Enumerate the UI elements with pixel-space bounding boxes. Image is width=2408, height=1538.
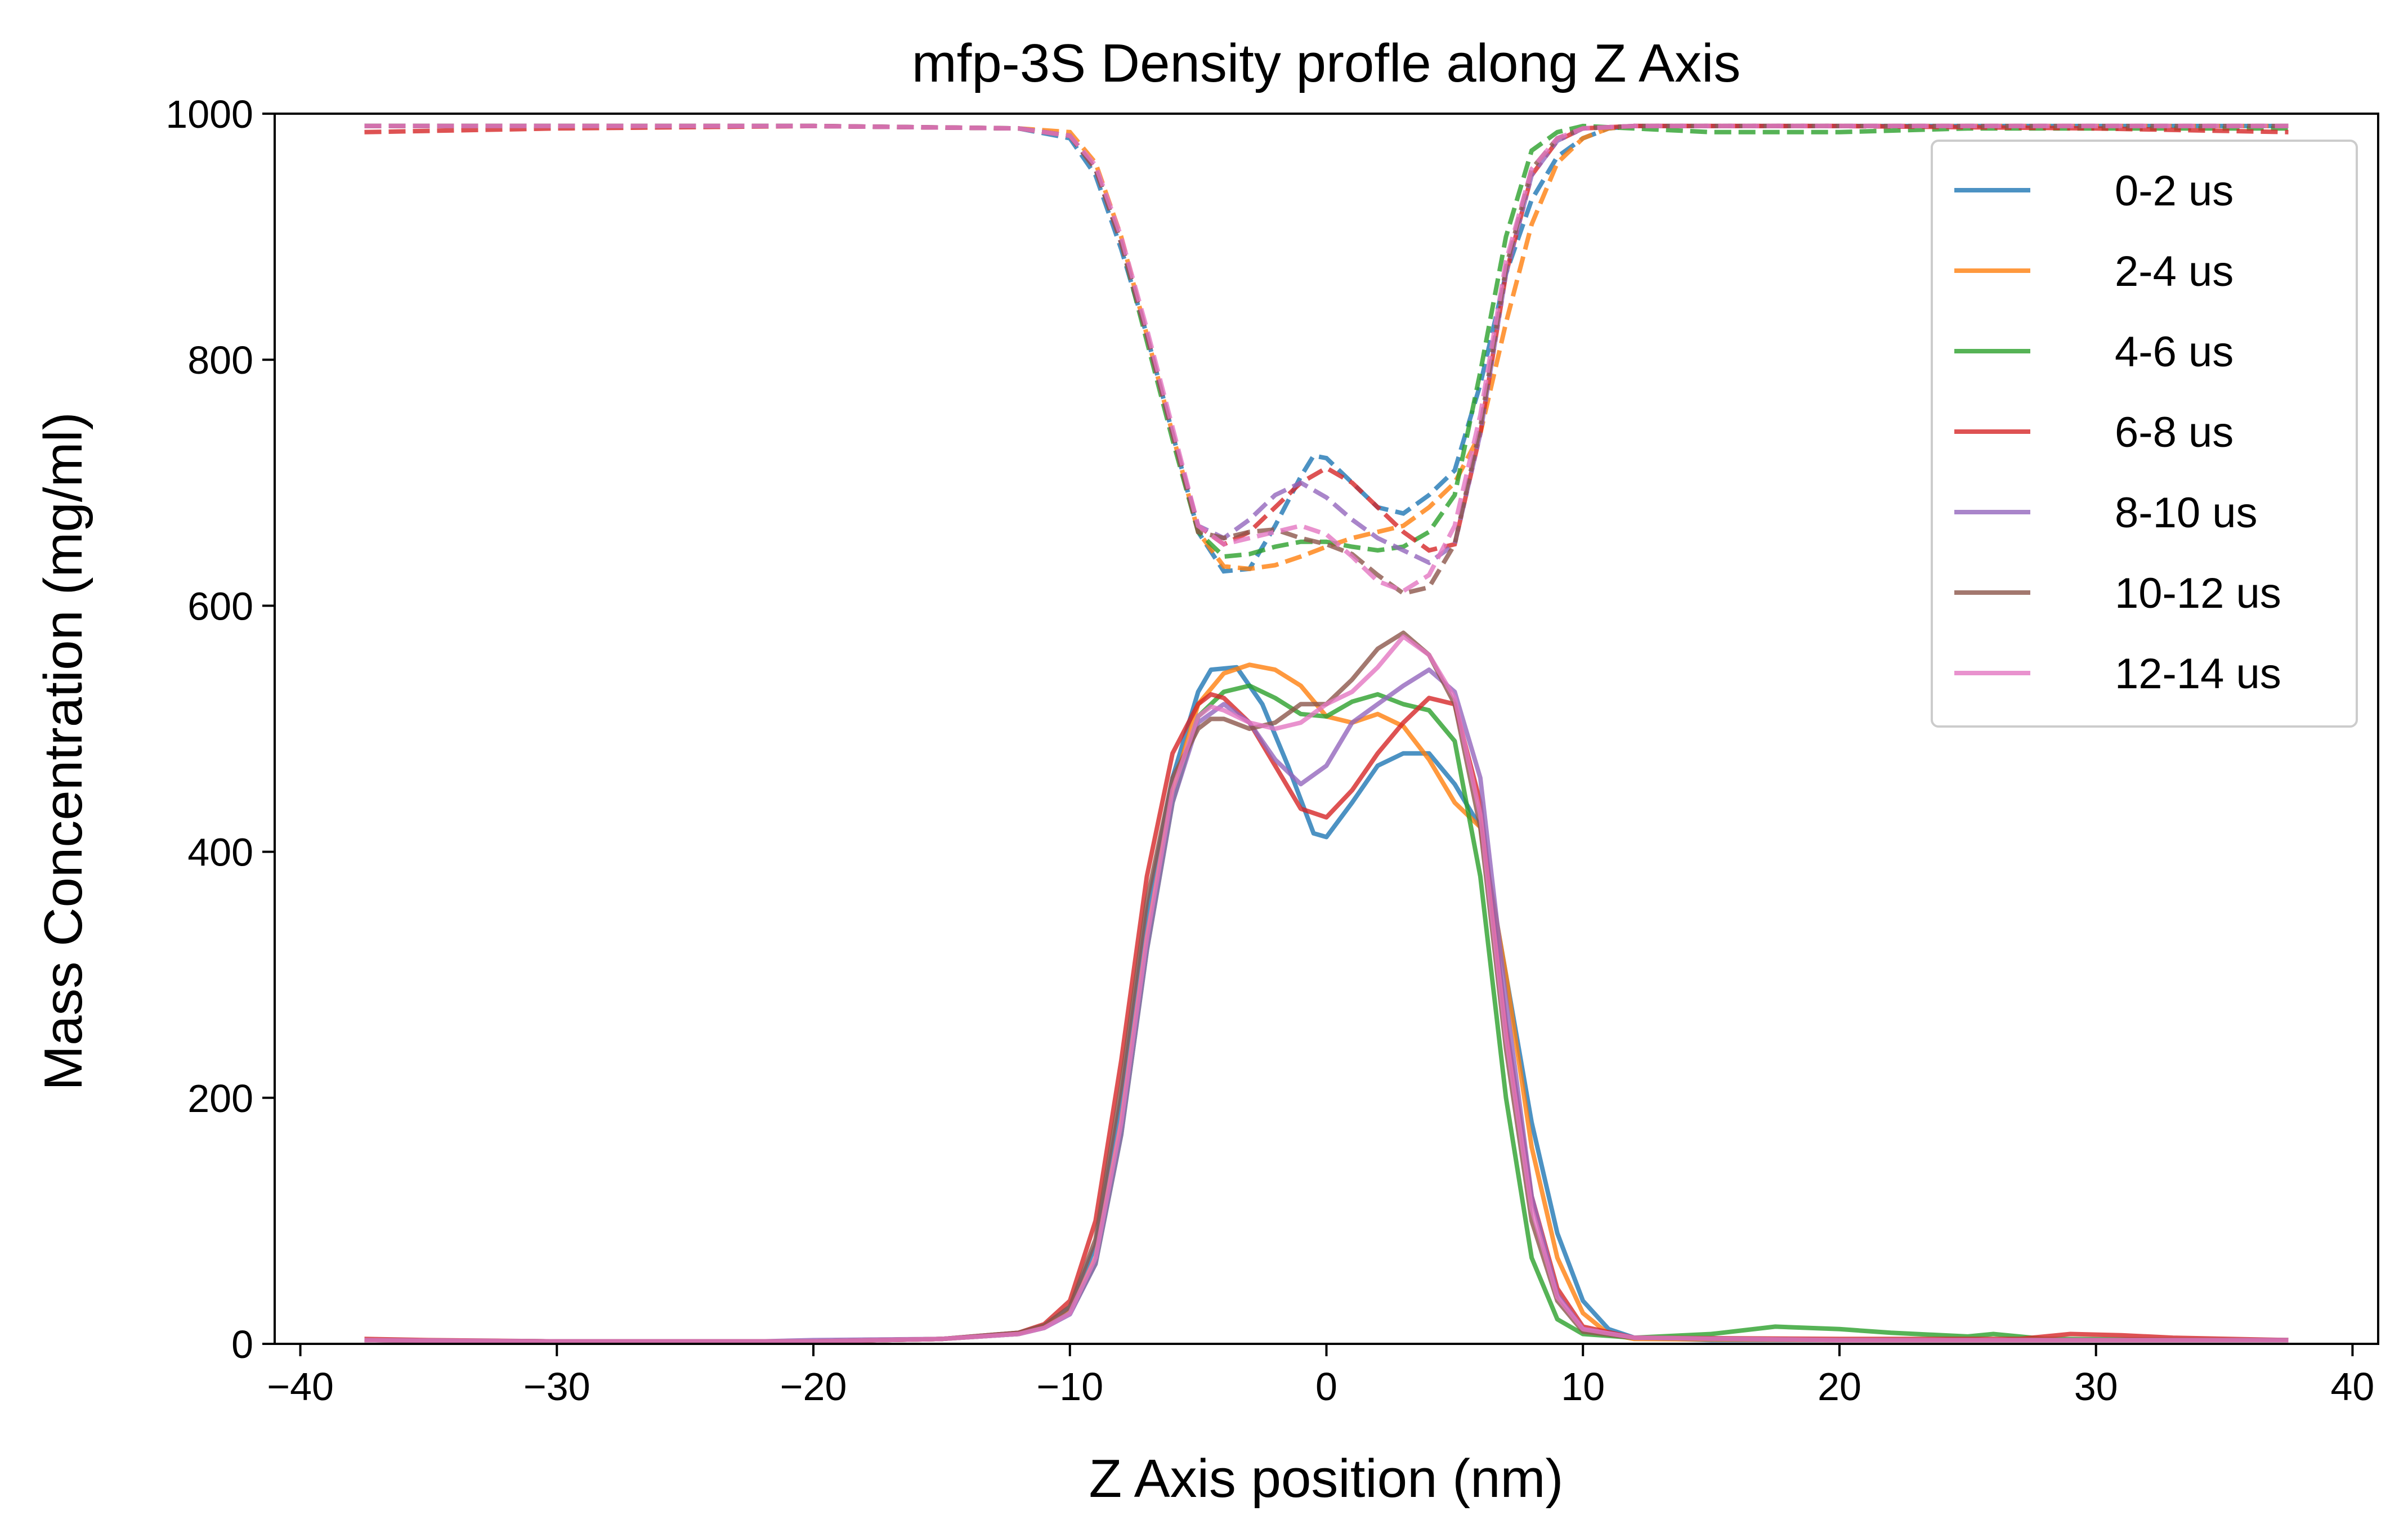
series-layer <box>364 123 2289 1344</box>
x-tick-label: 10 <box>1561 1365 1605 1409</box>
legend-label: 12-14 us <box>2115 650 2281 698</box>
legend-box <box>1931 140 2358 728</box>
chart-title: mfp-3S Density profle along Z Axis <box>912 33 1741 93</box>
y-axis-label: Mass Concentration (mg/ml) <box>33 412 93 1091</box>
x-tick-label: −30 <box>523 1365 590 1409</box>
y-tick-label: 0 <box>231 1322 253 1366</box>
x-tick-label: 30 <box>2074 1365 2118 1409</box>
series-4-protein-line <box>364 667 2289 1344</box>
y-axis-ticks: 0 200 400 600 800 1000 <box>165 92 275 1366</box>
x-axis-ticks: −40 −30 −20 −10 0 10 20 30 40 <box>267 1344 2374 1409</box>
legend: 0-2 us 2-4 us 4-6 us 6-8 us 8-10 us 10-12 us 1… <box>1931 140 2358 728</box>
legend-label: 10-12 us <box>2115 570 2281 617</box>
legend-label: 4-6 us <box>2115 328 2234 376</box>
series-5-protein-line <box>364 630 2289 1344</box>
y-tick-label: 600 <box>187 584 253 628</box>
y-tick-label: 800 <box>187 338 253 382</box>
legend-label: 8-10 us <box>2115 489 2258 537</box>
y-tick-label: 1000 <box>165 92 253 136</box>
legend-label: 0-2 us <box>2115 167 2234 215</box>
x-tick-label: −40 <box>267 1365 334 1409</box>
series-3-protein-line <box>364 692 2289 1344</box>
legend-label: 6-8 us <box>2115 409 2234 456</box>
series-6-protein-line <box>364 634 2289 1344</box>
x-tick-label: 20 <box>1818 1365 1861 1409</box>
x-tick-label: −20 <box>780 1365 847 1409</box>
legend-label: 2-4 us <box>2115 248 2234 295</box>
x-tick-label: 40 <box>2330 1365 2374 1409</box>
series-2-protein-line <box>364 683 2289 1344</box>
x-axis-label: Z Axis position (nm) <box>1089 1449 1564 1509</box>
x-tick-label: −10 <box>1036 1365 1103 1409</box>
y-tick-label: 400 <box>187 831 253 875</box>
x-tick-label: 0 <box>1315 1365 1337 1409</box>
y-tick-label: 200 <box>187 1077 253 1120</box>
series-6-water-line <box>364 123 2289 594</box>
